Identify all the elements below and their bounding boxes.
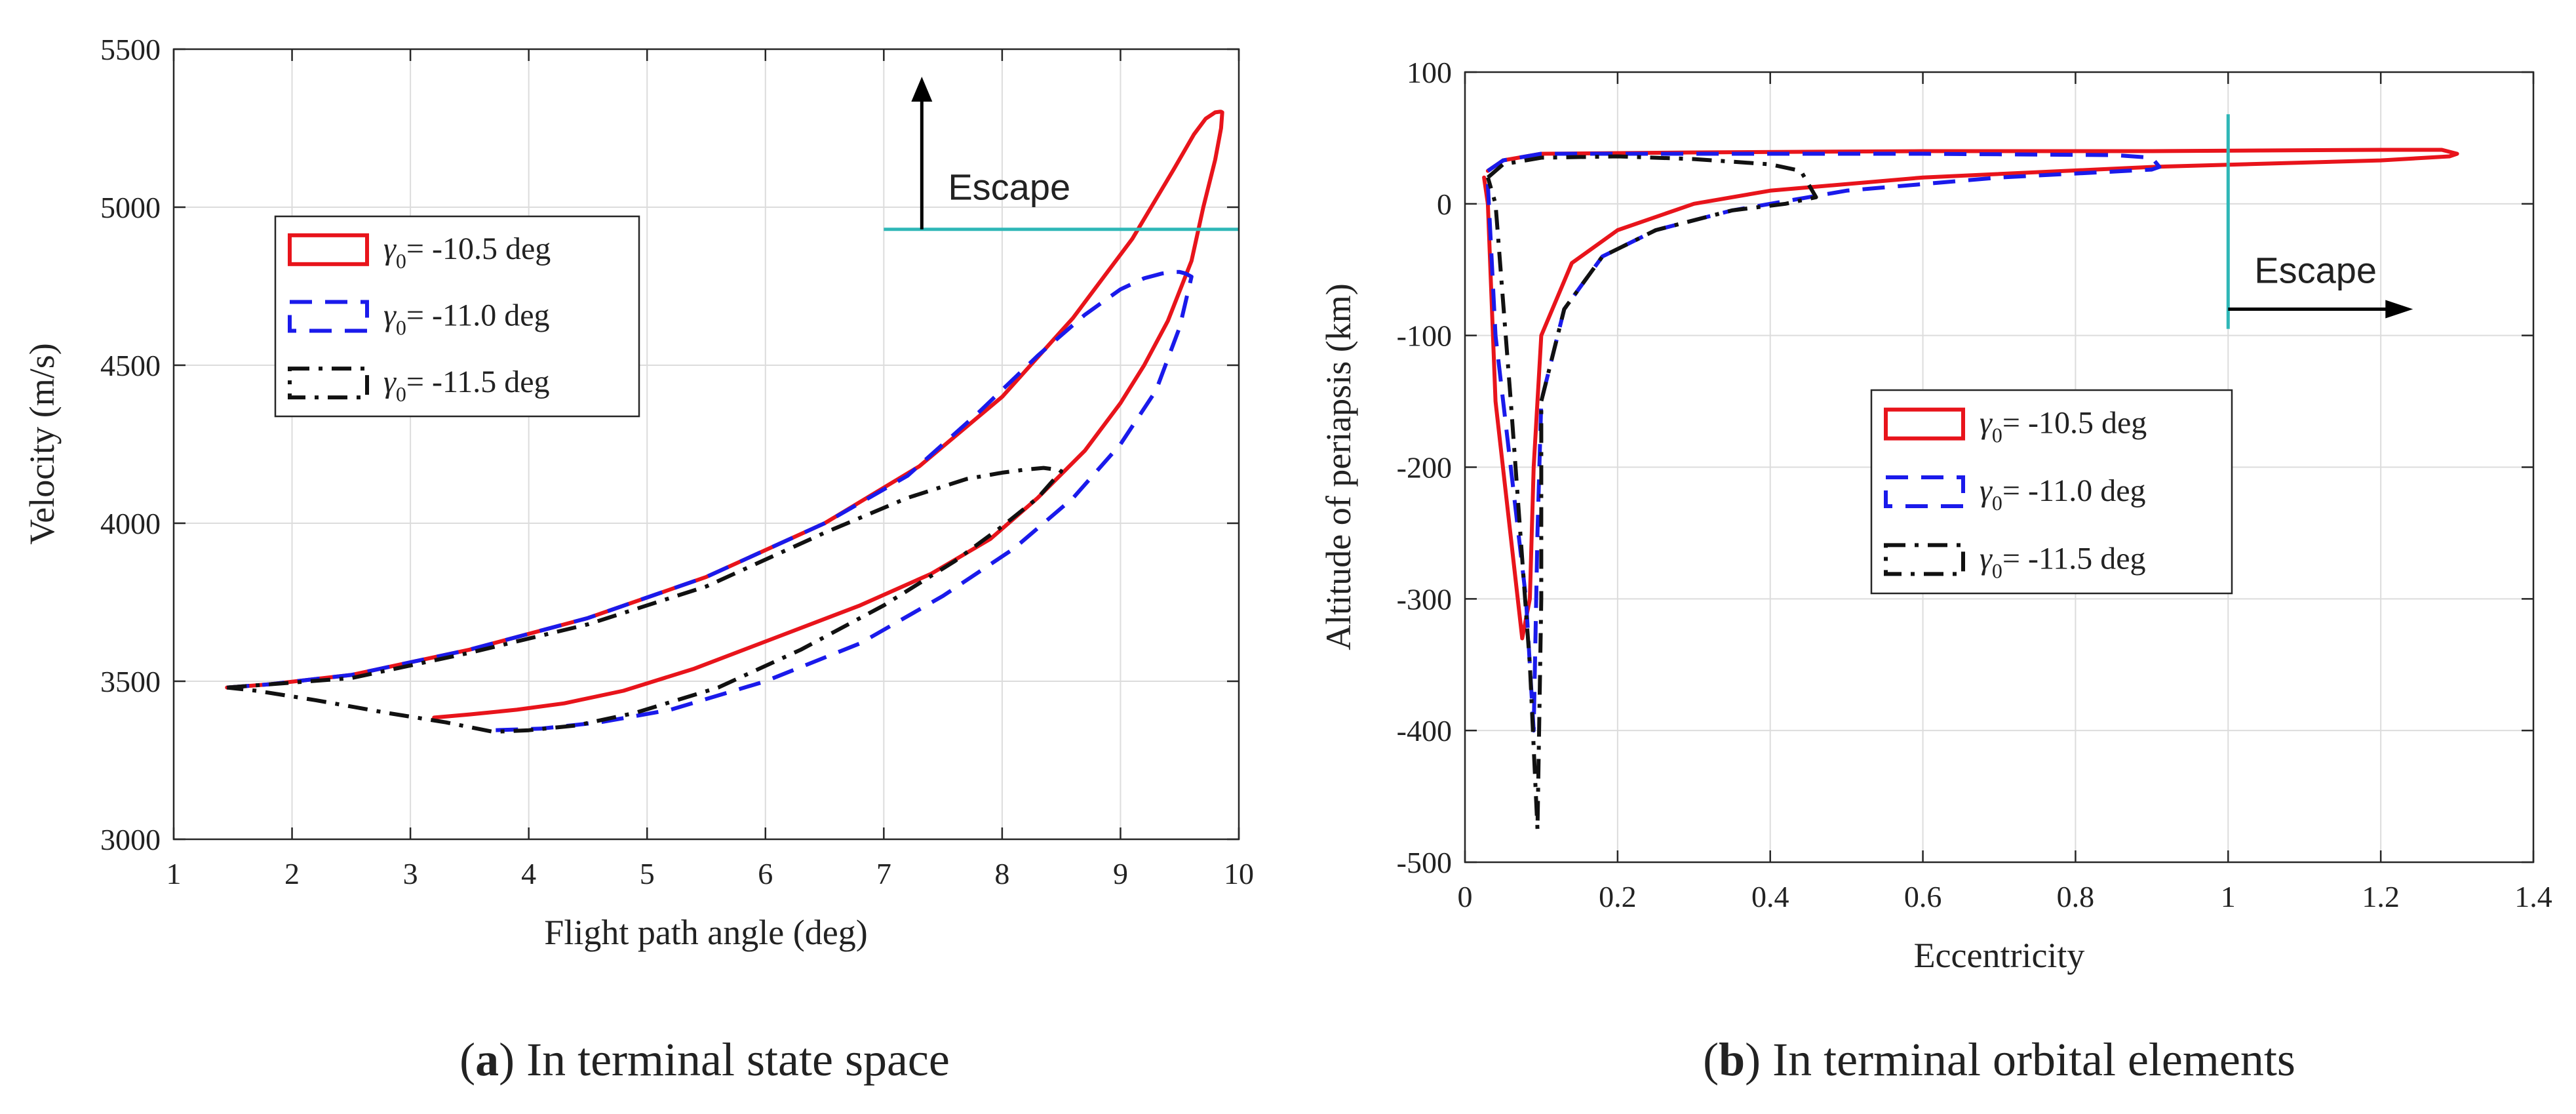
- panel-b-legend-name: = -11.0 deg: [2002, 473, 2146, 508]
- panel-b-legend-subscript: 0: [1992, 424, 2002, 447]
- panel-b-caption-label: b: [1719, 1033, 1745, 1086]
- panel-b-y-tick-label: 100: [1407, 56, 1452, 89]
- panel-a-y-tick-label: 3500: [100, 665, 161, 698]
- panel-b-x-tick-label: 1: [2221, 880, 2236, 913]
- panel-b-x-tick-label: 1.2: [2362, 880, 2400, 913]
- panel-a-x-tick-label: 3: [403, 857, 418, 890]
- panel-a-y-tick-label: 4500: [100, 349, 161, 382]
- panel-b-legend-swatch-1: [1884, 407, 1965, 441]
- panel-a-legend-box: [274, 215, 640, 418]
- panel-a-y-axis-label: Velocity (m/s): [22, 343, 62, 544]
- panel-b-y-tick-label: -100: [1397, 319, 1452, 353]
- panel-a-legend-swatch-2: [288, 300, 369, 333]
- panel-a-y-tick-label: 4000: [100, 507, 161, 540]
- panel-a-ticks: 1 2 3 4 5 6 7 8 9 10 3000 3500 4000 4500 5000 5500: [100, 33, 1254, 890]
- panel-a-legend-label-2: γ0= -11.0 deg: [383, 298, 550, 340]
- panel-a-escape-label: Escape: [948, 167, 1070, 208]
- panel-a-caption: (a) In terminal state space: [459, 1033, 950, 1086]
- panel-b-y-tick-label: -400: [1397, 714, 1452, 747]
- panel-a-legend-symbol: γ: [383, 365, 397, 399]
- panel-a-y-tick-label: 5500: [100, 33, 161, 66]
- panel-a-velocity-chart: Escape 1 2 3 4 5 6 7 8 9 10 3000 3500 4000 4500 5000 55…: [22, 33, 1254, 1086]
- panel-a-caption-label: a: [475, 1033, 499, 1086]
- panel-b-caption: (b) In terminal orbital elements: [1703, 1033, 2295, 1086]
- panel-a-legend-swatch-3: [288, 367, 369, 400]
- panel-b-x-tick-label: 0: [1458, 880, 1473, 913]
- panel-b-x-tick-label: 0.2: [1599, 880, 1637, 913]
- panel-a-legend-subscript: 0: [396, 382, 406, 406]
- panel-b-legend-name: = -10.5 deg: [2002, 406, 2147, 441]
- panel-a-escape-arrowhead-icon: [911, 77, 933, 102]
- panel-a-series-2-line: [227, 269, 1194, 732]
- panel-a-y-tick-label: 5000: [100, 191, 161, 224]
- panel-a-legend-label-3: γ0= -11.5 deg: [383, 365, 550, 406]
- panel-a-x-tick-label: 5: [640, 857, 655, 890]
- panel-a-x-tick-label: 6: [758, 857, 773, 890]
- panel-b-x-tick-label: 0.8: [2057, 880, 2095, 913]
- panel-a-x-tick-label: 7: [876, 857, 891, 890]
- panel-a-x-axis-label: Flight path angle (deg): [544, 913, 867, 952]
- panel-b-x-axis-label: Eccentricity: [1914, 936, 2085, 975]
- panel-b-legend-box: [1870, 389, 2233, 595]
- panel-a-legend-subscript: 0: [396, 249, 406, 273]
- panel-a-legend-symbol: γ: [383, 231, 397, 266]
- panel-a-series-3-line: [226, 466, 1064, 734]
- panel-b-x-tick-label: 1.4: [2514, 880, 2552, 913]
- panel-b-series-2-line: [1485, 151, 2162, 733]
- panel-b-escape-label: Escape: [2254, 250, 2377, 291]
- panel-a-x-tick-label: 9: [1113, 857, 1128, 890]
- panel-b-legend-swatch-3: [1884, 543, 1965, 576]
- panel-a-x-tick-label: 8: [994, 857, 1009, 890]
- panel-a-x-tick-label: 2: [284, 857, 300, 890]
- panel-b-ticks: 0 0.2 0.4 0.6 0.8 1 1.2 1.4 -500 -400 -300 -200 -100…: [1397, 56, 2552, 913]
- panel-b-legend-label-3: γ0= -11.5 deg: [1980, 541, 2146, 582]
- panel-a-legend-name: = -10.5 deg: [406, 231, 551, 266]
- panel-a-x-tick-label: 1: [166, 857, 182, 890]
- panel-b-legend-name: = -11.5 deg: [2002, 541, 2146, 576]
- panel-b-series-3-line: [1486, 154, 1818, 831]
- panel-a-x-tick-label: 4: [521, 857, 536, 890]
- panel-b-series-1-line: [1482, 148, 2459, 641]
- panel-a-series-group: [225, 109, 1224, 734]
- panel-b-periapsis-chart: Escape 0 0.2 0.4 0.6 0.8 1 1.2 1.4 -500 -400 -300 -…: [1319, 56, 2552, 1086]
- panel-b-x-tick-label: 0.6: [1904, 880, 1942, 913]
- panel-b-y-tick-label: -500: [1397, 846, 1452, 879]
- panel-a-grid: [173, 49, 1239, 840]
- panel-a-legend-symbol: γ: [383, 298, 397, 333]
- panel-b-series-group: [1482, 148, 2459, 831]
- panel-b-y-tick-label: -300: [1397, 582, 1452, 616]
- panel-b-y-tick-label: 0: [1437, 188, 1452, 221]
- panel-a-y-tick-label: 3000: [100, 823, 161, 856]
- panel-b-x-tick-label: 0.4: [1751, 880, 1789, 913]
- panel-a-legend-subscript: 0: [396, 316, 406, 340]
- panel-b-caption-text: ) In terminal orbital elements: [1745, 1033, 2295, 1086]
- panel-b-legend-symbol: γ: [1980, 473, 1993, 508]
- panel-b-y-tick-label: -200: [1397, 451, 1452, 485]
- panel-a-escape-annotation: Escape: [884, 77, 1239, 231]
- panel-a-legend-name: = -11.5 deg: [406, 365, 550, 399]
- panel-a-legend-label-1: γ0= -10.5 deg: [383, 231, 551, 273]
- panel-a-x-tick-label: 10: [1224, 857, 1254, 890]
- panel-b-legend-label-2: γ0= -11.0 deg: [1980, 473, 2146, 515]
- panel-b-legend-label-1: γ0= -10.5 deg: [1980, 406, 2147, 447]
- panel-b-legend-symbol: γ: [1980, 406, 1993, 441]
- panel-b-legend-symbol: γ: [1980, 541, 1993, 576]
- panel-b-legend-subscript: 0: [1992, 491, 2002, 515]
- panel-b-y-axis-label: Altitude of periapsis (km): [1319, 283, 1358, 650]
- panel-b-escape-arrowhead-icon: [2385, 300, 2413, 319]
- panel-b-escape-annotation: Escape: [2226, 114, 2413, 329]
- panel-b-legend-swatch-2: [1884, 475, 1965, 508]
- panel-a-caption-text: ) In terminal state space: [499, 1033, 950, 1086]
- panel-b-legend-subscript: 0: [1992, 559, 2002, 582]
- panel-a-legend-swatch-1: [288, 233, 369, 266]
- panel-a-legend-name: = -11.0 deg: [406, 298, 550, 333]
- panel-a-axes-frame: [172, 48, 1240, 841]
